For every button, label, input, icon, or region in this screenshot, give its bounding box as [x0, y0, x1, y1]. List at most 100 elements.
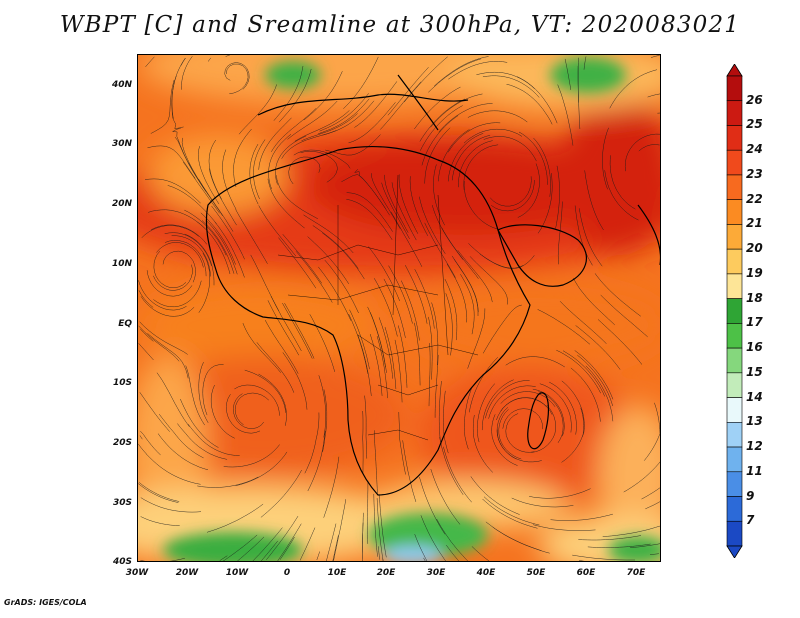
lat-label-10n: 10N: [111, 259, 132, 269]
streamline: [147, 333, 189, 379]
streamline: [424, 222, 456, 278]
streamline: [171, 58, 186, 119]
streamline: [318, 266, 352, 321]
streamline: [354, 81, 398, 128]
streamline: [373, 278, 398, 337]
colorbar-label: 15: [746, 364, 763, 379]
streamline: [223, 444, 280, 468]
streamline: [164, 232, 212, 266]
streamline: [471, 546, 490, 561]
streamline: [419, 196, 446, 254]
streamline: [463, 180, 498, 230]
streamline: [572, 554, 635, 561]
streamline: [226, 394, 261, 434]
streamline: [140, 516, 180, 526]
streamline: [159, 413, 204, 459]
streamline: [150, 224, 207, 245]
streamline: [387, 67, 429, 116]
lon-label-10w: 10W: [225, 568, 249, 578]
lon-label-20w: 20W: [175, 568, 199, 578]
streamline: [268, 134, 292, 190]
streamline: [234, 392, 269, 426]
colorbar-label: 21: [746, 216, 763, 231]
streamline: [600, 294, 648, 338]
streamline: [506, 83, 553, 125]
colorbar-swatch: [726, 273, 743, 299]
streamline: [604, 170, 639, 221]
streamline: [346, 198, 393, 240]
streamline: [420, 515, 447, 561]
streamline: [424, 127, 451, 184]
streamline: [645, 501, 660, 510]
streamline: [177, 423, 228, 460]
streamline: [445, 293, 453, 356]
colorbar-label: 17: [746, 315, 763, 330]
lat-label-30s: 30S: [112, 498, 132, 508]
streamline: [391, 182, 417, 241]
streamline: [602, 127, 609, 190]
streamline: [574, 205, 593, 266]
streamline: [482, 75, 540, 98]
streamline: [284, 302, 315, 359]
streamline: [602, 525, 660, 537]
streamline: [256, 342, 295, 393]
streamline: [583, 56, 587, 70]
streamline: [209, 168, 237, 226]
streamline: [644, 402, 660, 461]
streamline: [244, 369, 286, 413]
streamline: [281, 130, 337, 159]
streamline: [577, 354, 613, 407]
streamline: [414, 86, 461, 130]
colorbar-swatch: [726, 471, 743, 497]
streamline: [492, 526, 550, 554]
lat-label-40n: 40N: [111, 80, 132, 90]
streamline: [332, 535, 339, 561]
streamline: [287, 100, 338, 140]
streamline: [184, 209, 227, 256]
streamline: [482, 304, 522, 354]
streamline: [382, 558, 384, 561]
streamline: [180, 398, 219, 448]
streamline: [205, 220, 238, 275]
streamline: [253, 139, 266, 200]
colorbar-label: 20: [746, 241, 763, 256]
streamline: [374, 430, 378, 494]
streamline: [147, 145, 196, 179]
streamline: [141, 225, 199, 238]
streamline: [201, 220, 235, 274]
streamline: [233, 393, 264, 429]
streamline: [260, 469, 302, 518]
streamline: [326, 523, 337, 561]
colorbar-swatch: [726, 323, 743, 349]
streamline: [318, 375, 326, 438]
colorbar-swatch: [726, 298, 743, 324]
streamline: [419, 476, 446, 535]
streamline: [273, 65, 304, 121]
streamline: [138, 280, 187, 311]
streamline: [196, 221, 231, 275]
streamline: [139, 321, 188, 355]
streamline: [184, 233, 215, 286]
streamline: [428, 58, 481, 93]
streamline: [138, 343, 154, 361]
streamline: [574, 350, 614, 400]
streamline: [171, 235, 211, 277]
streamline: [224, 62, 250, 90]
streamline: [477, 383, 495, 443]
colorbar-swatch: [726, 125, 743, 151]
streamline: [242, 323, 281, 373]
streamline: [140, 497, 202, 513]
colorbar-swatch: [726, 75, 743, 102]
colorbar-swatch: [726, 372, 743, 398]
streamline: [414, 269, 435, 329]
streamline: [278, 237, 317, 289]
streamline: [570, 367, 601, 422]
streamline: [423, 557, 426, 561]
streamline: [277, 523, 302, 561]
streamline: [323, 456, 340, 518]
streamline: [316, 551, 320, 561]
lat-label-20s: 20S: [112, 438, 132, 448]
streamline: [575, 325, 621, 370]
streamline: [279, 536, 295, 560]
lon-label-0: 0: [283, 568, 291, 578]
